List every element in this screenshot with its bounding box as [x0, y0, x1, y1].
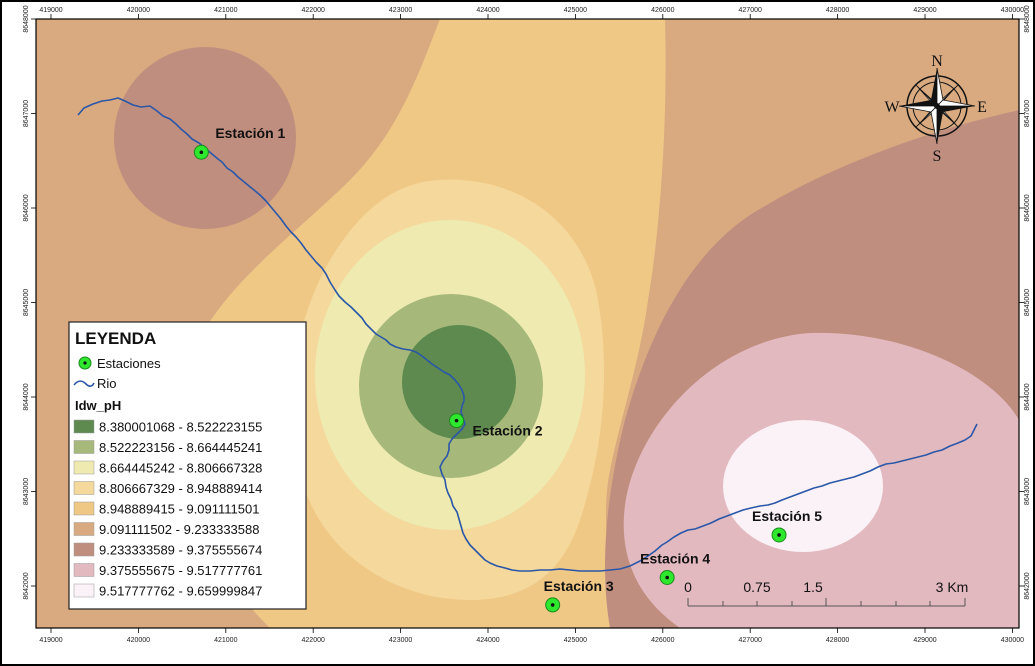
compass-rose-icon: N S E W: [884, 53, 986, 165]
y-tick-label-left: 8648000: [23, 5, 30, 32]
x-tick-label-bottom: 424000: [476, 637, 499, 644]
legend-class-label: 8.948889415 - 9.091111501: [99, 502, 259, 517]
y-tick-label-left: 8646000: [23, 194, 30, 221]
legend: LEYENDA Estaciones Rio Idw_pH 8.38000106…: [68, 321, 307, 610]
legend-class-label: 8.664445242 - 8.806667328: [99, 461, 262, 476]
ph-zone-9-23-9-38-upper: [114, 47, 296, 229]
station-label: Estación 2: [473, 423, 543, 439]
compass-north-label: N: [931, 53, 943, 70]
y-tick-label-left: 8647000: [23, 100, 30, 127]
legend-swatch: [73, 419, 95, 434]
y-tick-label-right: 8644000: [1024, 383, 1031, 410]
compass-south-label: S: [933, 148, 942, 165]
x-tick-label-top: 422000: [302, 7, 325, 14]
compass-east-label: E: [977, 99, 987, 116]
legend-river-label: Rio: [97, 376, 117, 391]
x-tick-label-top: 424000: [476, 7, 499, 14]
map-frame-border: [35, 18, 1020, 629]
x-ticks-top: 419000 420000 421000 422000 423000 424000 4250…: [39, 7, 1024, 19]
y-tick-label-right: 8646000: [1024, 194, 1031, 221]
legend-swatch: [73, 563, 95, 577]
x-tick-label-bottom: 428000: [826, 637, 849, 644]
legend-swatch: [73, 583, 95, 598]
legend-class-label: 9.233333589 - 9.375555674: [99, 543, 262, 558]
compass-west-label: W: [884, 99, 900, 116]
station-label: Estación 1: [215, 125, 285, 141]
legend-swatch: [73, 542, 95, 557]
legend-swatch: [73, 440, 95, 454]
x-tick-label-bottom: 430000: [1001, 637, 1024, 644]
x-tick-label-bottom: 419000: [39, 637, 62, 644]
x-tick-label-bottom: 422000: [302, 637, 325, 644]
legend-stations-label: Estaciones: [97, 356, 161, 371]
stations-layer: Estación 1 Estación 2 Estación 3 Estación 4…: [193, 125, 822, 613]
x-tick-label-top: 430000: [1001, 7, 1024, 14]
legend-swatch: [73, 501, 95, 516]
x-tick-label-top: 425000: [564, 7, 587, 14]
scale-label-3km: 3 Km: [936, 579, 969, 595]
x-tick-label-top: 427000: [739, 7, 762, 14]
y-ticks-right: 8648000 8647000 8646000 8645000 8644000 86430…: [1019, 5, 1031, 600]
x-tick-label-bottom: 427000: [739, 637, 762, 644]
y-tick-label-left: 8642000: [23, 572, 30, 599]
x-tick-label-top: 423000: [389, 7, 412, 14]
x-tick-label-bottom: 426000: [651, 637, 674, 644]
station-label: Estación 3: [544, 578, 614, 594]
scale-label-075: 0.75: [743, 579, 770, 595]
legend-swatch: [73, 522, 95, 536]
scale-label-15: 1.5: [803, 579, 823, 595]
idw-ph-raster: [36, 19, 1019, 628]
x-tick-label-bottom: 425000: [564, 637, 587, 644]
x-tick-label-bottom: 429000: [913, 637, 936, 644]
station-label: Estación 4: [640, 550, 710, 566]
x-tick-label-bottom: 421000: [214, 637, 237, 644]
legend-title: LEYENDA: [75, 329, 156, 348]
x-tick-label-top: 428000: [826, 7, 849, 14]
x-ticks-bottom: 419000 420000 421000 422000 423000 424000 4250…: [39, 628, 1024, 644]
x-tick-label-top: 429000: [913, 7, 936, 14]
legend-class-label: 8.806667329 - 8.948889414: [99, 481, 262, 496]
scale-bar: 0 0.75 1.5 3 Km: [684, 579, 969, 607]
y-tick-label-left: 8645000: [23, 289, 30, 316]
y-tick-label-left: 8644000: [23, 383, 30, 410]
legend-class-label: 9.517777762 - 9.659999847: [99, 584, 262, 599]
ph-zone-9-52-9-66: [723, 420, 883, 552]
legend-layer-title: Idw_pH: [75, 398, 121, 413]
x-tick-label-top: 426000: [651, 7, 674, 14]
y-tick-label-right: 8648000: [1024, 5, 1031, 32]
y-ticks-left: 8648000 8647000 8646000 8645000 8644000 86430…: [23, 5, 36, 600]
river-line: [77, 97, 978, 572]
y-tick-label-left: 8643000: [23, 478, 30, 505]
legend-class-label: 8.380001068 - 8.522223155: [99, 420, 262, 435]
x-tick-label-bottom: 420000: [127, 637, 150, 644]
legend-class-label: 9.375555675 - 9.517777761: [99, 563, 262, 578]
y-tick-label-right: 8642000: [1024, 572, 1031, 599]
x-tick-label-top: 421000: [214, 7, 237, 14]
legend-swatch: [73, 481, 95, 495]
x-tick-label-top: 420000: [127, 7, 150, 14]
y-tick-label-right: 8647000: [1024, 100, 1031, 127]
legend-swatch: [73, 460, 95, 475]
scale-label-0: 0: [684, 579, 692, 595]
legend-classes: 8.380001068 - 8.522223155 8.522223156 - 8…: [73, 419, 262, 599]
legend-class-label: 8.522223156 - 8.664445241: [99, 440, 262, 455]
y-tick-label-right: 8643000: [1024, 478, 1031, 505]
y-tick-label-right: 8645000: [1024, 289, 1031, 316]
ph-zone-8-38-8-52: [402, 325, 516, 439]
station-label: Estación 5: [752, 508, 822, 524]
river-symbol-icon: [73, 380, 95, 387]
x-tick-label-bottom: 423000: [389, 637, 412, 644]
legend-class-label: 9.091111502 - 9.233333588: [99, 522, 259, 537]
x-tick-label-top: 419000: [39, 7, 62, 14]
